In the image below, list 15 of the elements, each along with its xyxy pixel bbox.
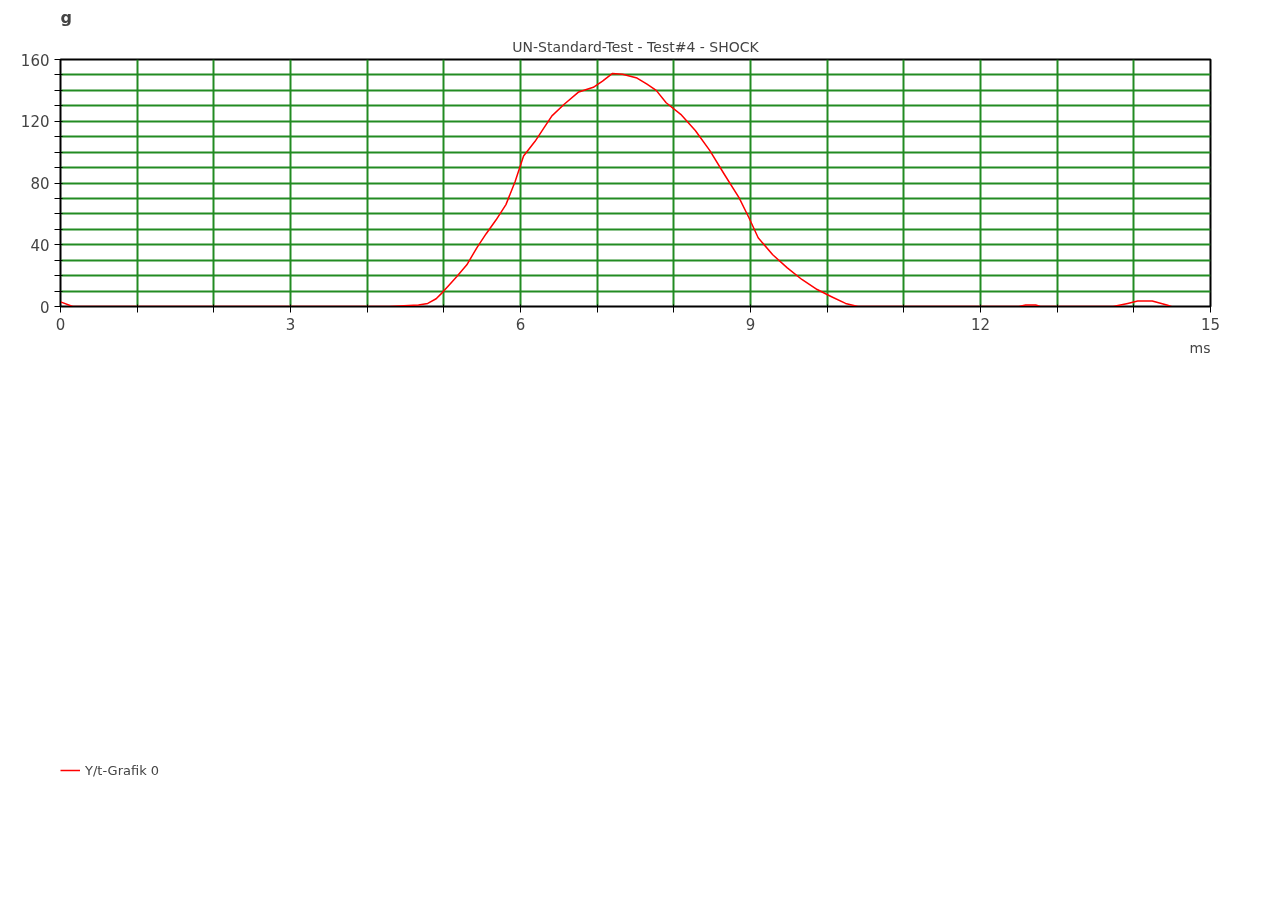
y-axis-title: g: [60, 7, 72, 27]
y-tick-label: 0: [39, 298, 50, 317]
y-tick-label: 80: [30, 175, 50, 193]
legend-label: Y/t-Grafik 0: [85, 762, 160, 778]
y-tick-label: 120: [20, 113, 50, 132]
x-tick-label: 6: [515, 315, 526, 334]
x-tick-label: 15: [1200, 315, 1221, 334]
y-tick-label: 40: [30, 236, 50, 255]
x-tick-label: 0: [55, 315, 66, 334]
x-tick-label: 3: [285, 315, 296, 334]
x-tick-label: 9: [745, 315, 756, 334]
chart-title: UN-Standard-Test - Test#4 - SHOCK: [512, 38, 760, 55]
x-tick-label: 12: [970, 315, 991, 334]
x-axis-title: ms: [1189, 339, 1211, 356]
y-tick-label: 160: [20, 51, 50, 70]
